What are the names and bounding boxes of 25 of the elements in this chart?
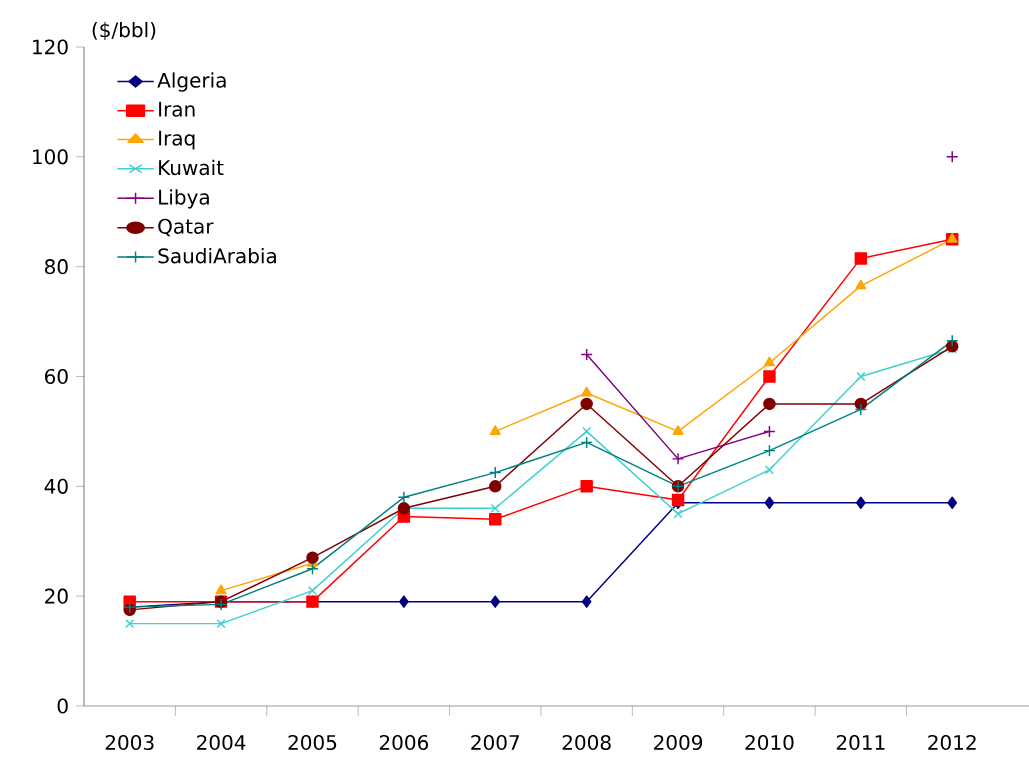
x-tick-label: 2011 — [836, 734, 885, 751]
x-tick-label: 2003 — [105, 734, 154, 751]
x-tick-label: 2012 — [928, 734, 976, 751]
x-tick-label: 2009 — [654, 734, 703, 751]
x-tick-label: 2007 — [471, 734, 519, 751]
legend-label: SaudiArabia — [158, 247, 276, 264]
legend-label: Iran — [159, 101, 195, 117]
legend-label: Algeria — [157, 72, 226, 92]
x-tick-label: 2006 — [379, 734, 429, 751]
y-tick-label: 0 — [57, 698, 68, 714]
legend-label: Iraq — [159, 130, 195, 150]
y-tick-label: 60 — [45, 368, 68, 385]
x-tick-label: 2004 — [197, 734, 246, 751]
y-tick-label: 120 — [33, 39, 68, 55]
x-tick-label: 2008 — [562, 734, 611, 751]
legend-label: Kuwait — [159, 159, 224, 176]
x-tick-label: 2010 — [745, 734, 794, 751]
legend-label: Qatar — [158, 218, 214, 237]
y-tick-label: 100 — [33, 149, 68, 165]
x-tick-label: 2005 — [288, 734, 337, 751]
y-axis-title: ($/bbl) — [92, 21, 156, 41]
y-tick-label: 20 — [45, 588, 68, 604]
y-tick-label: 40 — [44, 478, 68, 494]
y-tick-label: 80 — [44, 259, 68, 275]
legend-label: Libya — [159, 189, 209, 209]
